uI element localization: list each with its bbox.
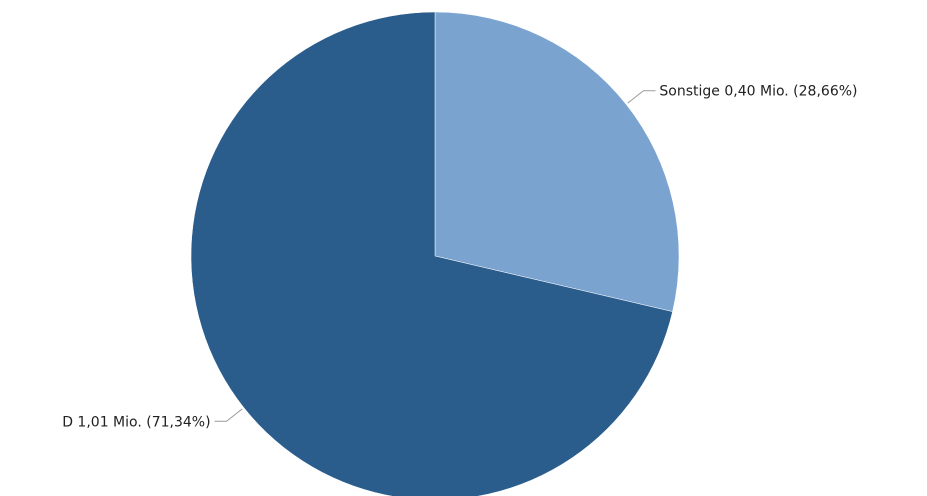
slice-label-sonstige: Sonstige 0,40 Mio. (28,66%) xyxy=(659,84,857,100)
leader-line-d xyxy=(214,408,243,422)
leader-lines xyxy=(214,90,656,422)
pie-slice-sonstige[interactable] xyxy=(434,11,680,312)
slice-labels: Sonstige 0,40 Mio. (28,66%) D 1,01 Mio. (… xyxy=(62,84,857,431)
leader-line-sonstige xyxy=(627,90,656,104)
pie-slice-d[interactable] xyxy=(190,11,673,496)
slice-label-d: D 1,01 Mio. (71,34%) xyxy=(62,414,210,430)
pie-slices xyxy=(190,11,680,496)
